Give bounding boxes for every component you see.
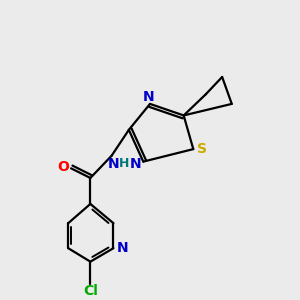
Text: Cl: Cl bbox=[83, 284, 98, 298]
Text: S: S bbox=[197, 142, 207, 156]
Text: H: H bbox=[119, 157, 129, 170]
Text: N: N bbox=[108, 157, 119, 170]
Text: O: O bbox=[58, 160, 69, 174]
Text: N: N bbox=[143, 90, 155, 104]
Text: N: N bbox=[116, 241, 128, 255]
Text: N: N bbox=[130, 157, 141, 170]
